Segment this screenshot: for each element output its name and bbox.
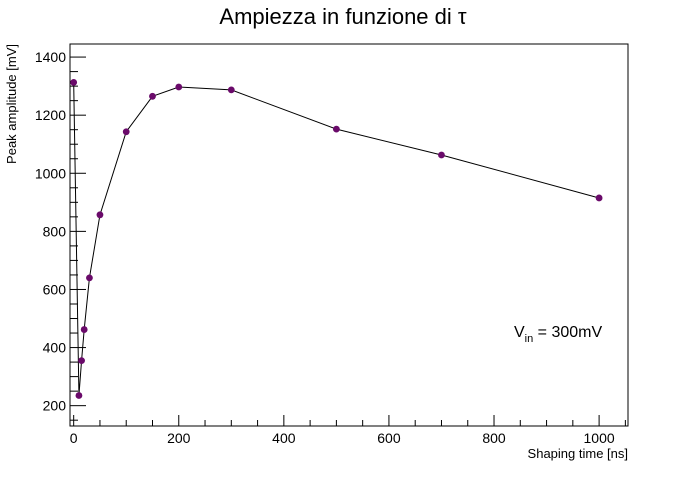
y-tick-label: 1200 (35, 107, 66, 123)
chart-title: Ampiezza in funzione di τ (219, 4, 466, 29)
data-point (438, 151, 445, 159)
data-point (122, 128, 130, 136)
data-point (86, 274, 93, 282)
data-point (78, 357, 85, 365)
data-point (75, 392, 83, 399)
data-point (332, 125, 340, 133)
data-point (175, 83, 183, 91)
annotation-suffix: = 300mV (533, 324, 602, 341)
y-axis-label: Peak amplitude [mV] (4, 44, 19, 164)
y-tick-label: 1400 (35, 49, 66, 65)
x-tick-label: 600 (377, 430, 401, 446)
y-axis-ticks: 200 400 600 800 1000 1200 1400 (35, 49, 86, 421)
plot-frame (69, 43, 629, 427)
y-tick-label: 400 (43, 340, 67, 356)
annotation-prefix: V (514, 324, 525, 341)
y-tick-label: 800 (43, 223, 67, 239)
y-tick-label: 600 (43, 281, 67, 297)
y-tick-label: 200 (43, 398, 67, 414)
data-point (595, 194, 603, 202)
x-tick-label: 400 (272, 430, 296, 446)
annotation-subscript: in (525, 333, 534, 345)
series-group (70, 78, 603, 399)
data-point (96, 211, 104, 219)
x-axis-label: Shaping time [ns] (528, 446, 628, 461)
x-tick-label: 200 (167, 430, 191, 446)
data-point (80, 326, 88, 333)
x-tick-label: 1000 (584, 430, 615, 446)
x-tick-label: 800 (482, 430, 506, 446)
x-axis-ticks: 0 200 400 600 800 1000 (70, 415, 626, 446)
x-tick-label: 0 (70, 430, 78, 446)
data-point (227, 86, 235, 94)
data-point (70, 78, 78, 86)
data-point (149, 92, 156, 100)
annotation-vin: Vin = 300mV (514, 324, 602, 345)
y-tick-label: 1000 (35, 165, 66, 181)
